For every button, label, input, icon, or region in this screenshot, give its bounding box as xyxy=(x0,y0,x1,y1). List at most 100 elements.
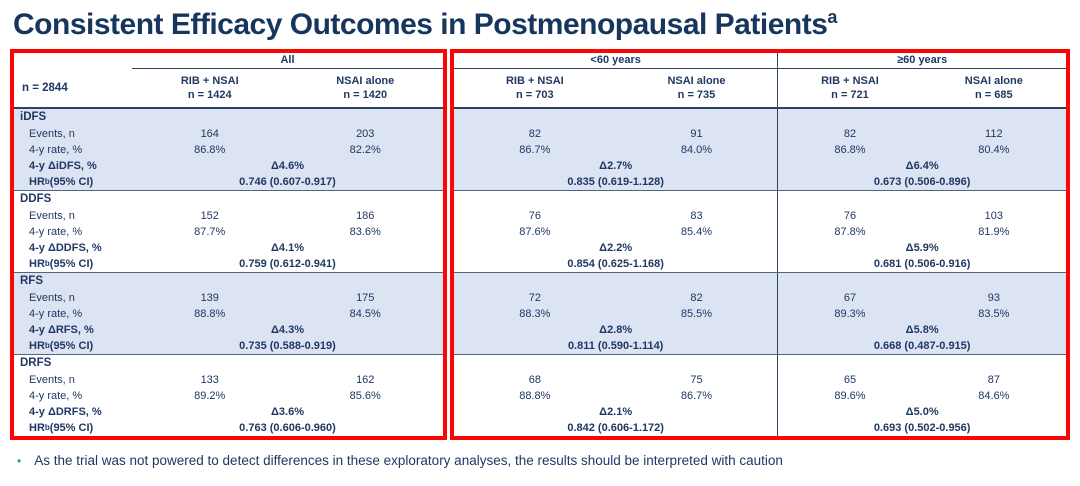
efficacy-table: All n = 2844 RIB + NSAI n = 1424 NSAI al… xyxy=(10,49,1080,440)
row-label-hr: HR b (95% CI) xyxy=(29,257,94,270)
arm-name: NSAI alone xyxy=(964,74,1023,87)
row-label-delta: 4-y ΔRFS, % xyxy=(29,323,94,336)
cell-value: 88.3% xyxy=(519,307,551,320)
cell-delta: Δ2.8% xyxy=(599,323,633,336)
cell-value: 81.9% xyxy=(978,225,1010,238)
row-label-events: Events, n xyxy=(29,373,75,386)
section-title-spacer xyxy=(454,109,777,126)
hr-label-pre: HR xyxy=(29,257,45,270)
page-title-superscript: a xyxy=(827,7,837,27)
arm-name: RIB + NSAI xyxy=(821,74,879,87)
cell-value: 164 xyxy=(200,127,219,140)
row-label-rate: 4-y rate, % xyxy=(29,143,83,156)
section-title-spacer xyxy=(777,273,1066,290)
cell-hr: 0.673 (0.506-0.896) xyxy=(777,174,1066,190)
arm-name: NSAI alone xyxy=(667,74,726,87)
hr-label-post: (95% CI) xyxy=(49,175,94,188)
caution-footnote: • As the trial was not powered to detect… xyxy=(17,453,1080,468)
cell-value: 112 xyxy=(985,127,1003,140)
section-ddfs-age: 76 83 76 103 87.6% 85.4% 87.8% 81.9% Δ2.… xyxy=(454,190,1066,272)
cell-hr: 0.763 (0.606-0.960) xyxy=(239,421,336,434)
hr-label-pre: HR xyxy=(29,421,45,434)
cell-value: 84.0% xyxy=(680,143,713,156)
arm-header-under60-nsai: NSAI alone n = 735 xyxy=(616,69,778,107)
row-label-rate: 4-y rate, % xyxy=(29,307,83,320)
group-label-all: All xyxy=(132,53,443,69)
cell-value: 83.6% xyxy=(349,225,381,238)
row-label-events: Events, n xyxy=(29,291,75,304)
cell-value: 68 xyxy=(528,373,541,386)
cell-value: 87 xyxy=(987,373,1000,386)
cell-value: 152 xyxy=(200,209,219,222)
section-title-spacer xyxy=(777,109,1066,126)
arm-header-all-rib: RIB + NSAI n = 1424 xyxy=(132,69,288,107)
cell-value: 85.4% xyxy=(680,225,713,238)
cell-value: 133 xyxy=(200,373,219,386)
cell-value: 83 xyxy=(690,209,703,222)
cell-delta: Δ2.1% xyxy=(599,405,633,418)
arm-n: n = 703 xyxy=(516,89,554,101)
section-title: DRFS xyxy=(20,357,52,370)
cell-value: 186 xyxy=(356,209,375,222)
cell-value: 89.6% xyxy=(777,388,921,404)
hr-label-pre: HR xyxy=(29,339,45,352)
cell-value: 86.7% xyxy=(519,143,551,156)
cell-delta: Δ5.9% xyxy=(777,240,1066,256)
cell-delta: Δ5.0% xyxy=(777,404,1066,420)
cell-value: 80.4% xyxy=(978,143,1010,156)
cell-delta: Δ2.2% xyxy=(599,241,633,254)
cell-value: 93 xyxy=(987,291,1000,304)
cell-value: 76 xyxy=(777,208,921,224)
group-label-60plus: ≥60 years xyxy=(777,53,1066,69)
row-label-delta: 4-y ΔDRFS, % xyxy=(29,405,102,418)
cell-value: 72 xyxy=(528,291,541,304)
section-title-spacer xyxy=(777,355,1066,372)
arm-header-all-nsai: NSAI alone n = 1420 xyxy=(288,69,444,107)
cell-value: 89.2% xyxy=(194,389,226,402)
cell-value: 88.8% xyxy=(519,389,551,402)
row-label-hr: HR b (95% CI) xyxy=(29,339,94,352)
arm-name: RIB + NSAI xyxy=(180,74,239,87)
section-title-spacer xyxy=(454,191,777,208)
arm-n: n = 1420 xyxy=(343,89,388,101)
cell-value: 84.5% xyxy=(349,307,381,320)
cell-value: 87.8% xyxy=(777,224,921,240)
slide: Consistent Efficacy Outcomes in Postmeno… xyxy=(0,7,1080,486)
row-label-events: Events, n xyxy=(29,127,75,140)
cell-delta: Δ4.3% xyxy=(271,323,304,336)
cell-value: 203 xyxy=(356,127,375,140)
cell-hr: 0.811 (0.590-1.114) xyxy=(567,339,664,352)
cell-value: 83.5% xyxy=(978,307,1010,320)
cell-value: 87.6% xyxy=(519,225,551,238)
bullet-icon: • xyxy=(17,454,22,468)
header-spacer xyxy=(14,53,132,69)
cell-delta: Δ3.6% xyxy=(271,405,304,418)
arm-name: RIB + NSAI xyxy=(505,74,564,87)
all-patients-panel: All n = 2844 RIB + NSAI n = 1424 NSAI al… xyxy=(10,49,447,440)
section-rfs-age: 72 82 67 93 88.3% 85.5% 89.3% 83.5% Δ2.8… xyxy=(454,272,1066,354)
cell-value: 65 xyxy=(777,372,921,388)
cell-hr: 0.854 (0.625-1.168) xyxy=(567,257,664,270)
age-header: <60 years ≥60 years RIB + NSAI n = 703 N… xyxy=(454,53,1066,109)
cell-value: 162 xyxy=(356,373,375,386)
cell-value: 88.8% xyxy=(194,307,226,320)
cell-value: 89.3% xyxy=(777,306,921,322)
cell-value: 82.2% xyxy=(349,143,381,156)
arm-header-60plus-rib: RIB + NSAI n = 721 xyxy=(777,69,921,107)
cell-hr: 0.842 (0.606-1.172) xyxy=(567,421,664,434)
cell-hr: 0.668 (0.487-0.915) xyxy=(777,338,1066,354)
cell-hr: 0.746 (0.607-0.917) xyxy=(239,175,336,188)
row-label-events: Events, n xyxy=(29,209,75,222)
cell-delta: Δ2.7% xyxy=(599,159,633,172)
cell-value: 103 xyxy=(984,209,1003,222)
total-n-label: n = 2844 xyxy=(22,81,68,94)
row-label-hr: HR b (95% CI) xyxy=(29,175,94,188)
section-rfs-all: RFS Events, n 139 175 4-y rate, % 88.8% … xyxy=(14,272,443,354)
hr-label-post: (95% CI) xyxy=(49,257,94,270)
cell-value: 84.6% xyxy=(978,389,1010,402)
cell-value: 76 xyxy=(528,209,541,222)
cell-hr: 0.759 (0.612-0.941) xyxy=(239,257,336,270)
page-title: Consistent Efficacy Outcomes in Postmeno… xyxy=(13,7,1080,42)
page-title-text: Consistent Efficacy Outcomes in Postmeno… xyxy=(13,8,828,41)
cell-value: 86.7% xyxy=(680,389,713,402)
